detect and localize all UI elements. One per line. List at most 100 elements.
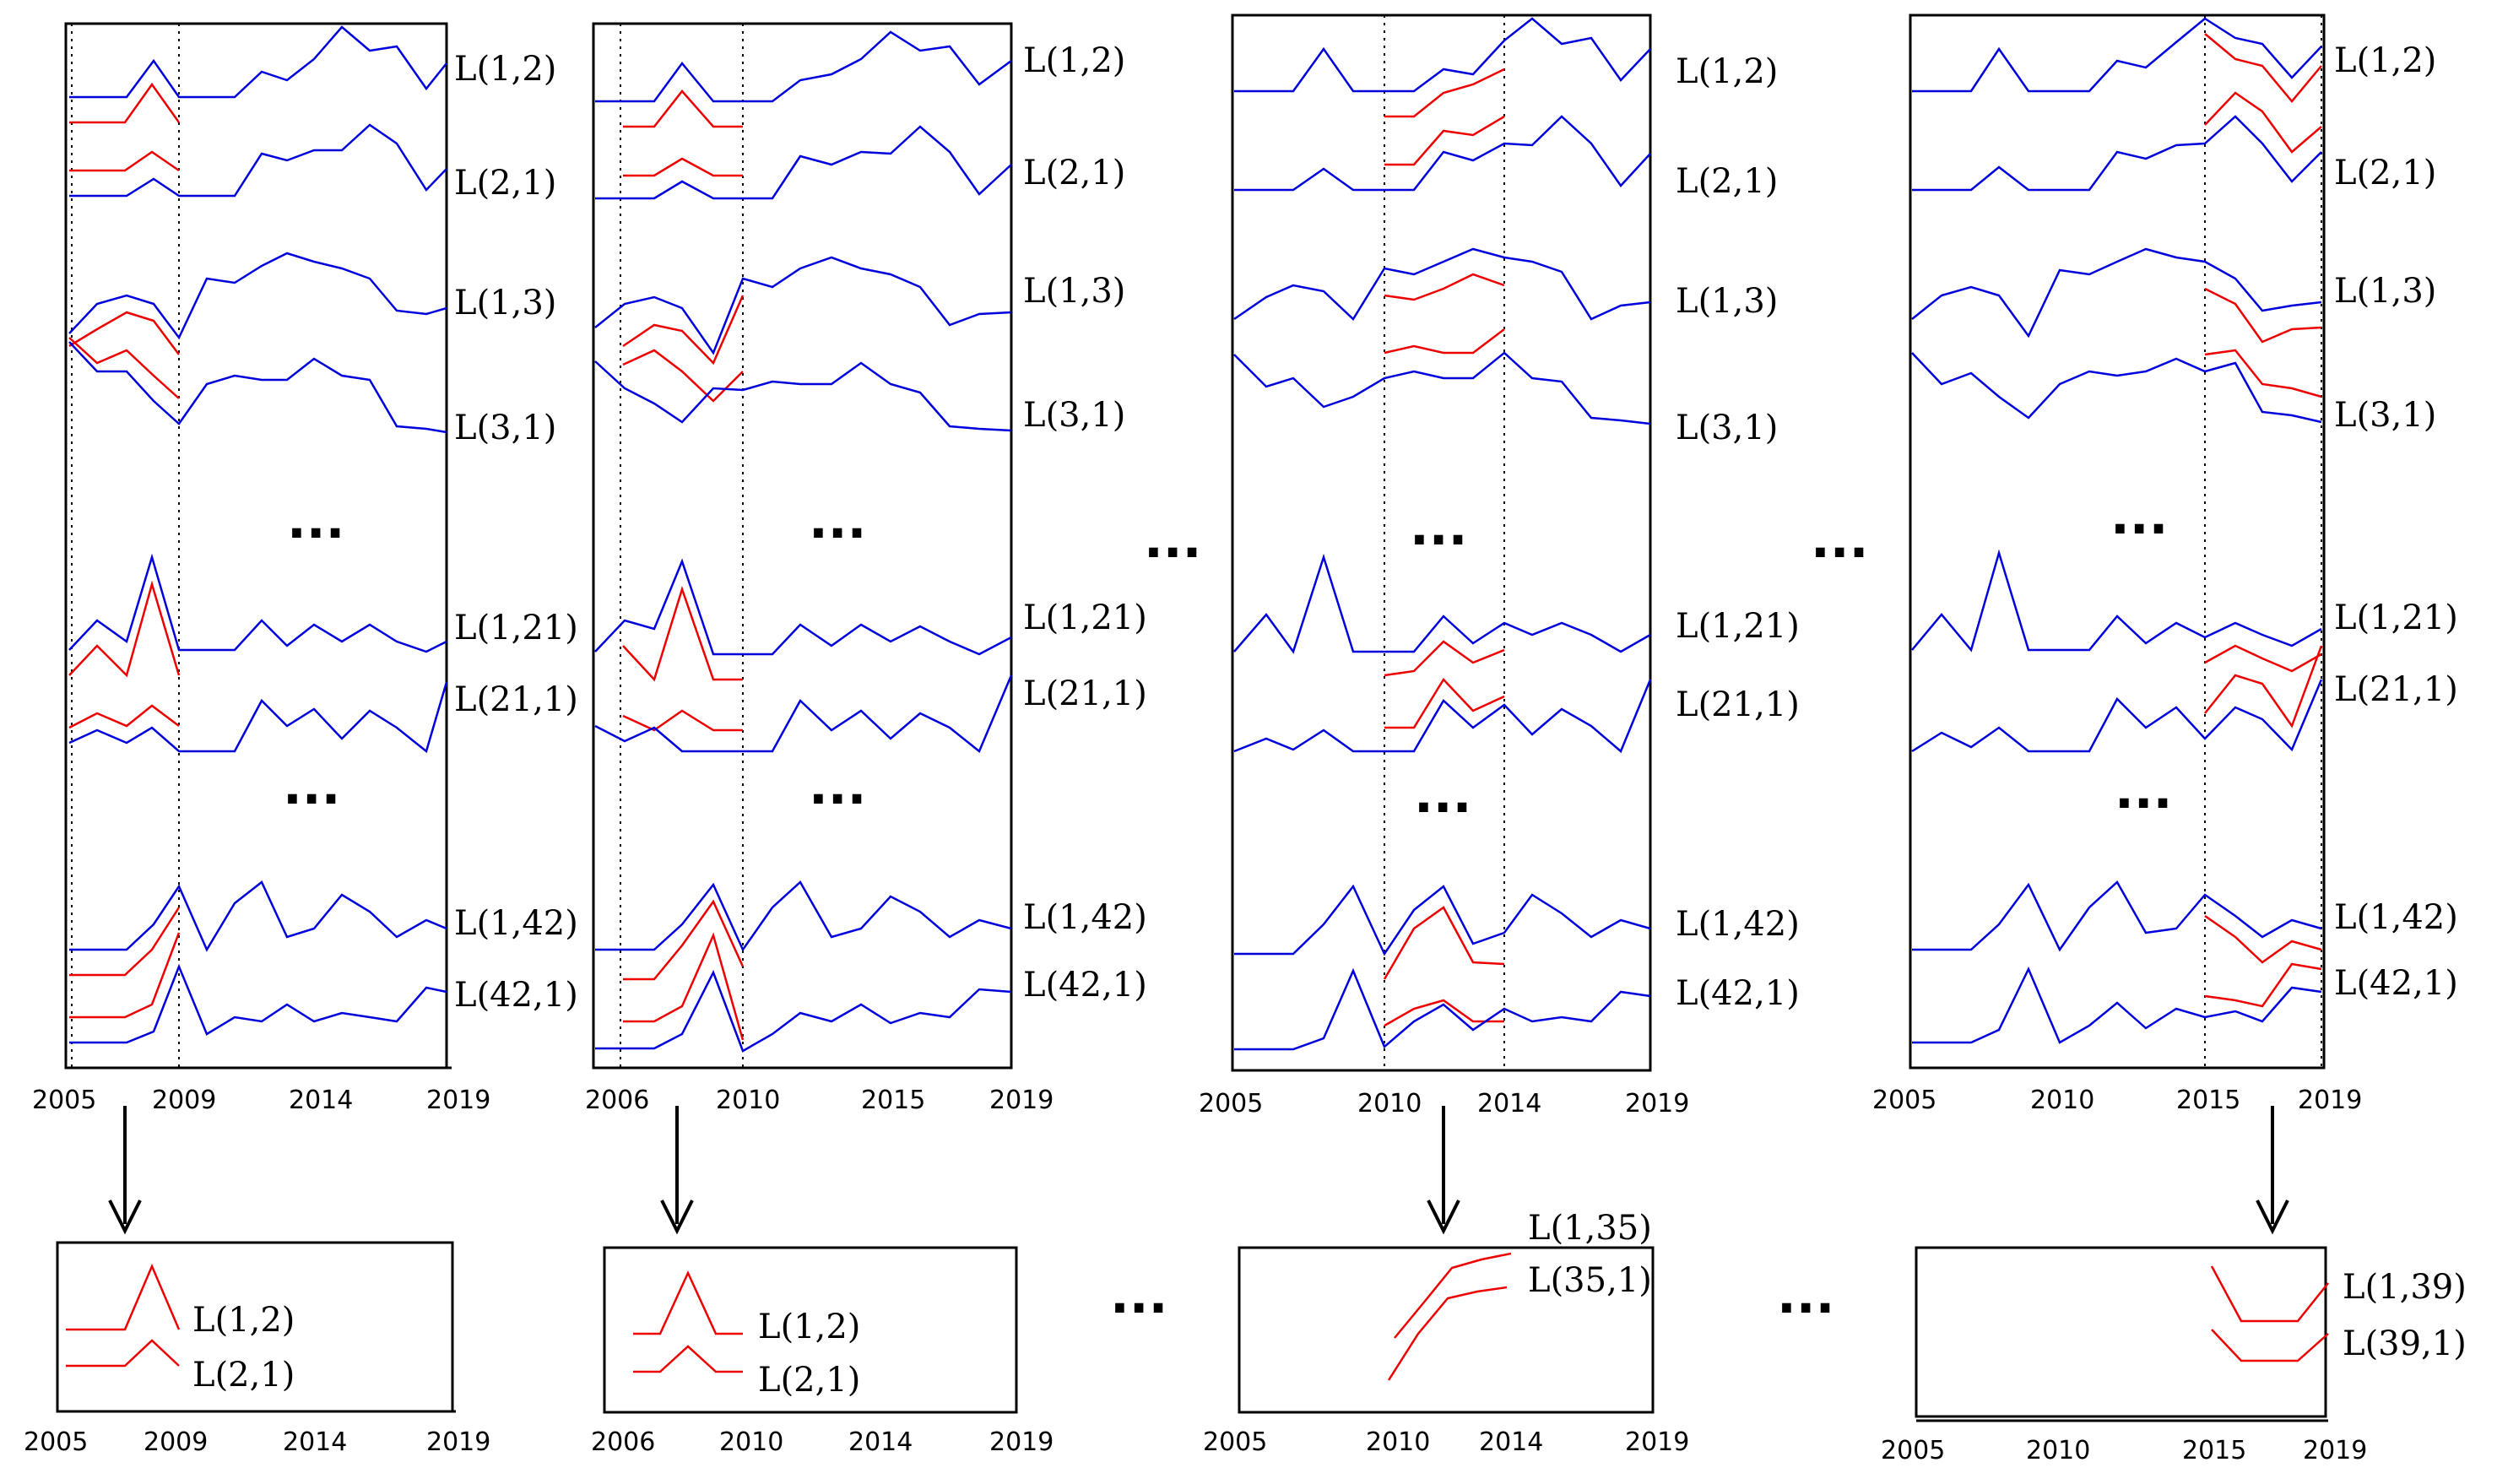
tick-label: 2010 xyxy=(2026,1436,2090,1465)
tick-label: 2015 xyxy=(2176,1086,2240,1115)
result-L-2-1 xyxy=(633,1345,743,1373)
ellipsis: ... xyxy=(1410,498,1467,557)
series-label: L(42,1) xyxy=(1676,974,1800,1013)
tick-label: 2009 xyxy=(152,1086,216,1115)
window-L-3-1 xyxy=(2204,349,2322,398)
series-label: L(1,42) xyxy=(1676,905,1800,944)
series-L-21-1 xyxy=(594,674,1013,754)
tick-label: 2019 xyxy=(426,1086,490,1115)
result-2006-2010: L(1,2) L(2,1) 2006 2010 2014 2019 xyxy=(591,1246,1054,1457)
window-L-42-1 xyxy=(69,932,181,1019)
window-L-1-42 xyxy=(1383,906,1505,980)
down-arrow xyxy=(1427,1106,1460,1235)
series-label: L(1,2) xyxy=(454,50,556,89)
window-L-1-2 xyxy=(69,82,181,124)
tick-label: 2014 xyxy=(289,1086,353,1115)
series-label: L(1,2) xyxy=(2334,41,2436,80)
series-L-2-1 xyxy=(595,125,1012,200)
window-L-1-3 xyxy=(1384,273,1505,301)
result-2010-2014: L(1,35) L(35,1) 2005 2010 2014 2019 xyxy=(1203,1209,1689,1457)
down-arrow xyxy=(108,1106,142,1235)
result-L-1-39 xyxy=(2210,1265,2329,1323)
panel-2010-2014: ... ... L(1,2) L(2,1) L(1,3) L(3,1) L(1,… xyxy=(1199,14,1800,1118)
result-L-39-1 xyxy=(2211,1329,2329,1362)
series-label: L(1,21) xyxy=(1676,607,1800,646)
result-L-1-2 xyxy=(66,1263,181,1331)
series-label: L(42,1) xyxy=(2334,964,2458,1003)
window-L-1-42 xyxy=(623,899,745,981)
tick-label: 2010 xyxy=(719,1427,783,1457)
window-L-42-1 xyxy=(2204,962,2322,1008)
tick-label: 2019 xyxy=(989,1086,1054,1115)
window-L-42-1 xyxy=(1384,999,1504,1027)
tick-label: 2019 xyxy=(989,1427,1054,1457)
window-L-1-2 xyxy=(2204,33,2322,103)
window-L-1-21 xyxy=(1384,640,1505,677)
tick-label: 2005 xyxy=(1199,1089,1263,1118)
tick-label: 2019 xyxy=(2303,1436,2367,1465)
tick-label: 2015 xyxy=(861,1086,925,1115)
series-label: L(1,42) xyxy=(1023,898,1147,937)
ellipsis: ... xyxy=(809,757,866,816)
tick-label: 2014 xyxy=(848,1427,913,1457)
result-2015-2019: L(1,39) L(39,1) 2005 2010 2015 2019 xyxy=(1881,1246,2467,1465)
series-L-42-1 xyxy=(595,969,1012,1053)
series-L-2-1 xyxy=(1234,115,1651,192)
series-label: L(1,3) xyxy=(2334,272,2436,311)
series-label: L(1,21) xyxy=(454,609,578,647)
result-frame xyxy=(1915,1246,2327,1418)
stage-ellipsis: ... xyxy=(1811,511,1868,570)
window-L-2-1 xyxy=(1384,115,1505,166)
result-2005-2009: L(1,2) L(2,1) 2005 2009 2014 2019 xyxy=(24,1241,490,1457)
tick-label: 2019 xyxy=(426,1427,490,1457)
series-label: L(42,1) xyxy=(1023,966,1147,1005)
series-L-1-3 xyxy=(594,256,1012,355)
tick-label: 2009 xyxy=(144,1427,208,1457)
stage-ellipsis: ... xyxy=(1144,511,1201,570)
series-L-42-1 xyxy=(69,963,447,1044)
series-L-3-1 xyxy=(1233,351,1651,425)
series-L-3-1 xyxy=(594,360,1012,432)
series-label: L(1,42) xyxy=(2334,898,2458,937)
window-L-2-1 xyxy=(2204,91,2322,154)
stage-ellipsis: ... xyxy=(1777,1266,1834,1325)
series-label: L(1,21) xyxy=(1023,598,1147,637)
tick-label: 2014 xyxy=(1477,1089,1541,1118)
series-label: L(1,2) xyxy=(758,1308,860,1346)
series-L-42-1 xyxy=(1234,967,1651,1051)
ellipsis: ... xyxy=(809,491,866,550)
series-L-1-3 xyxy=(1233,247,1651,321)
series-L-1-42 xyxy=(1234,884,1651,956)
series-label: L(2,1) xyxy=(2334,154,2436,192)
series-label: L(1,2) xyxy=(1023,41,1125,80)
series-label: L(1,2) xyxy=(192,1301,295,1340)
window-L-21-1 xyxy=(622,709,743,732)
series-L-1-42 xyxy=(69,880,447,952)
series-L-1-2 xyxy=(1912,17,2322,93)
series-label: L(3,1) xyxy=(454,409,556,447)
window-L-21-1 xyxy=(1384,677,1505,729)
window-L-1-42 xyxy=(69,907,181,977)
tick-label: 2005 xyxy=(1203,1427,1267,1457)
ellipsis: ... xyxy=(2110,487,2168,546)
window-L-2-1 xyxy=(69,150,180,172)
tick-label: 2010 xyxy=(716,1086,780,1115)
series-label: L(3,1) xyxy=(1023,396,1125,435)
series-L-21-1 xyxy=(1233,679,1652,754)
series-L-1-21 xyxy=(594,558,1012,656)
window-L-1-21 xyxy=(2204,644,2322,673)
tick-label: 2005 xyxy=(32,1086,96,1115)
result-L-2-1 xyxy=(66,1339,180,1368)
series-L-1-42 xyxy=(595,880,1012,952)
series-label: L(42,1) xyxy=(454,976,578,1015)
tick-label: 2015 xyxy=(2182,1436,2246,1465)
window-L-1-2 xyxy=(1384,68,1505,118)
series-label: L(2,1) xyxy=(454,164,556,203)
window-L-3-1 xyxy=(68,337,180,399)
ellipsis: ... xyxy=(287,491,344,550)
series-label: L(3,1) xyxy=(1676,409,1778,447)
series-label: L(1,3) xyxy=(1676,282,1778,321)
series-L-1-2 xyxy=(69,25,447,99)
series-L-3-1 xyxy=(68,341,447,434)
series-L-3-1 xyxy=(1911,352,2322,424)
